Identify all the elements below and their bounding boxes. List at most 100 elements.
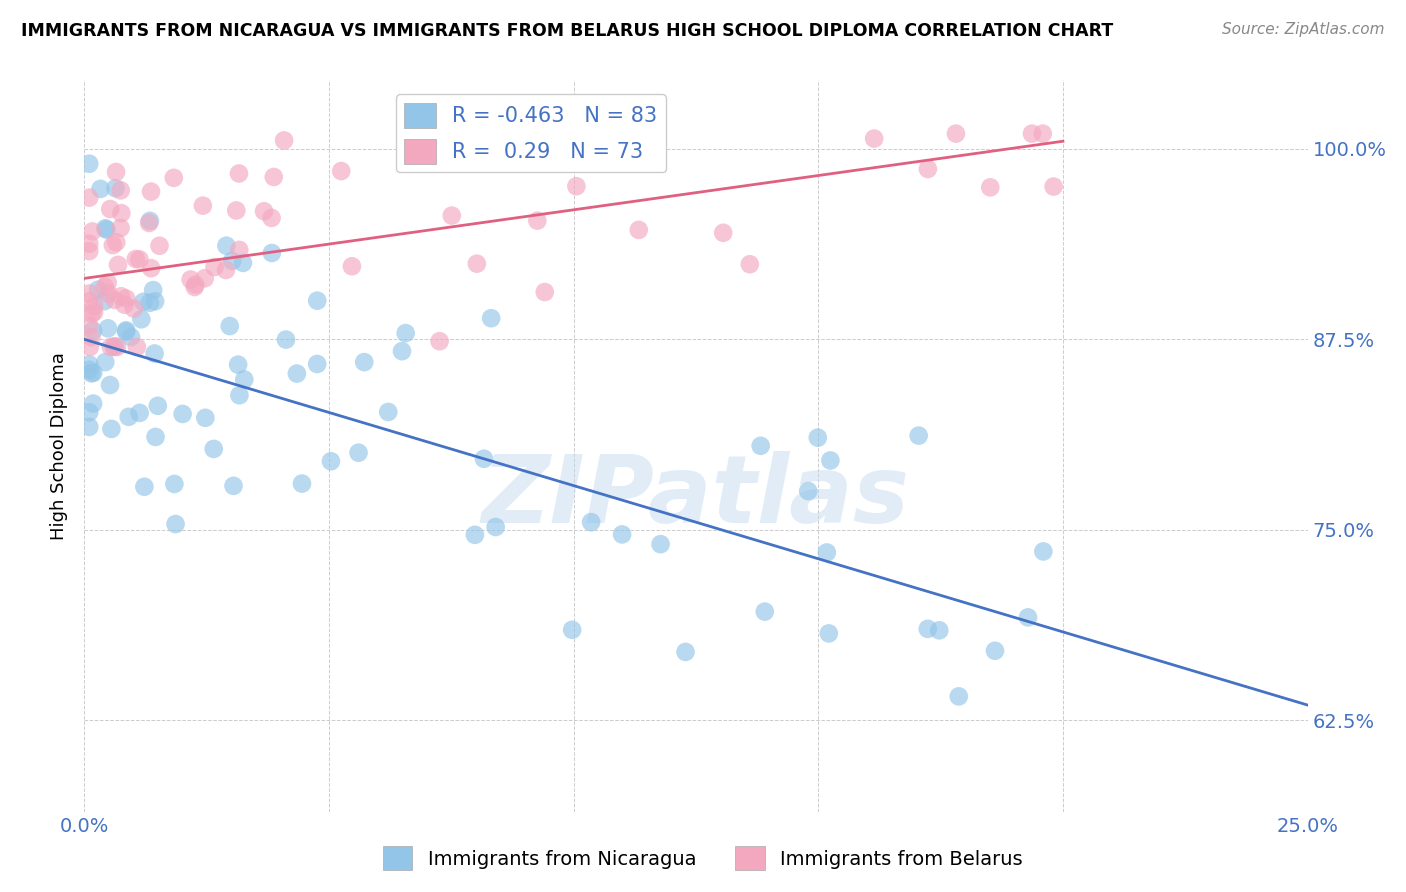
Text: IMMIGRANTS FROM NICARAGUA VS IMMIGRANTS FROM BELARUS HIGH SCHOOL DIPLOMA CORRELA: IMMIGRANTS FROM NICARAGUA VS IMMIGRANTS … <box>21 22 1114 40</box>
Point <box>94 355 117 369</box>
Point <box>89 182 111 196</box>
Point <box>347 446 370 460</box>
Point <box>565 179 588 194</box>
Point <box>274 333 297 347</box>
Point <box>253 204 276 219</box>
Point <box>228 166 250 180</box>
Point <box>120 330 142 344</box>
Y-axis label: High School Diploma: High School Diploma <box>51 352 69 540</box>
Point <box>917 161 939 176</box>
Point <box>145 430 167 444</box>
Point <box>115 323 138 337</box>
Point <box>132 294 155 309</box>
Point <box>138 216 160 230</box>
Point <box>180 272 202 286</box>
Point <box>260 246 283 260</box>
Point <box>979 180 1001 194</box>
Point <box>675 645 697 659</box>
Point <box>125 340 148 354</box>
Point <box>105 235 128 250</box>
Point <box>307 357 329 371</box>
Point <box>627 223 650 237</box>
Point <box>110 183 132 197</box>
Point <box>100 422 122 436</box>
Point <box>103 340 125 354</box>
Point <box>391 344 413 359</box>
Point <box>863 131 886 145</box>
Point <box>105 165 128 179</box>
Point <box>429 334 451 349</box>
Point <box>260 211 283 225</box>
Point <box>77 405 100 419</box>
Text: ZIPatlas: ZIPatlas <box>482 451 910 543</box>
Point <box>1032 127 1054 141</box>
Point <box>215 263 238 277</box>
Legend: R = -0.463   N = 83, R =  0.29   N = 73: R = -0.463 N = 83, R = 0.29 N = 73 <box>396 95 665 172</box>
Point <box>215 238 238 252</box>
Point <box>330 164 353 178</box>
Point <box>307 293 329 308</box>
Point <box>83 305 105 319</box>
Point <box>945 127 967 141</box>
Point <box>142 283 165 297</box>
Point <box>797 483 820 498</box>
Point <box>87 283 110 297</box>
Point <box>94 221 117 235</box>
Point <box>97 321 120 335</box>
Point <box>561 623 583 637</box>
Point <box>172 407 194 421</box>
Point <box>711 226 734 240</box>
Point <box>928 624 950 638</box>
Point <box>80 330 103 344</box>
Point <box>191 199 214 213</box>
Point <box>110 221 132 235</box>
Point <box>134 480 156 494</box>
Point <box>807 431 830 445</box>
Point <box>128 252 150 267</box>
Point <box>233 372 256 386</box>
Point <box>77 318 100 333</box>
Point <box>202 442 225 456</box>
Point <box>139 295 162 310</box>
Point <box>146 399 169 413</box>
Point <box>285 367 308 381</box>
Point <box>77 294 100 309</box>
Point <box>377 405 399 419</box>
Point <box>98 202 121 216</box>
Point <box>754 605 776 619</box>
Point <box>340 259 363 273</box>
Point <box>225 203 247 218</box>
Point <box>128 406 150 420</box>
Point <box>221 254 243 268</box>
Point <box>82 396 104 410</box>
Point <box>907 428 929 442</box>
Point <box>640 150 662 164</box>
Point <box>228 243 250 257</box>
Point <box>319 454 342 468</box>
Point <box>465 257 488 271</box>
Point <box>82 366 104 380</box>
Point <box>485 520 508 534</box>
Point <box>263 169 285 184</box>
Point <box>440 209 463 223</box>
Point <box>97 286 120 301</box>
Point <box>163 477 186 491</box>
Point <box>738 257 761 271</box>
Point <box>110 289 132 303</box>
Point <box>1032 544 1054 558</box>
Point <box>543 127 565 141</box>
Point <box>104 339 127 353</box>
Point <box>163 170 186 185</box>
Point <box>194 410 217 425</box>
Point <box>115 292 138 306</box>
Point <box>80 367 103 381</box>
Point <box>77 358 100 372</box>
Point <box>105 340 128 354</box>
Point <box>749 439 772 453</box>
Point <box>82 324 104 338</box>
Point <box>1017 610 1039 624</box>
Point <box>984 644 1007 658</box>
Point <box>98 378 121 392</box>
Point <box>77 236 100 251</box>
Point <box>817 626 839 640</box>
